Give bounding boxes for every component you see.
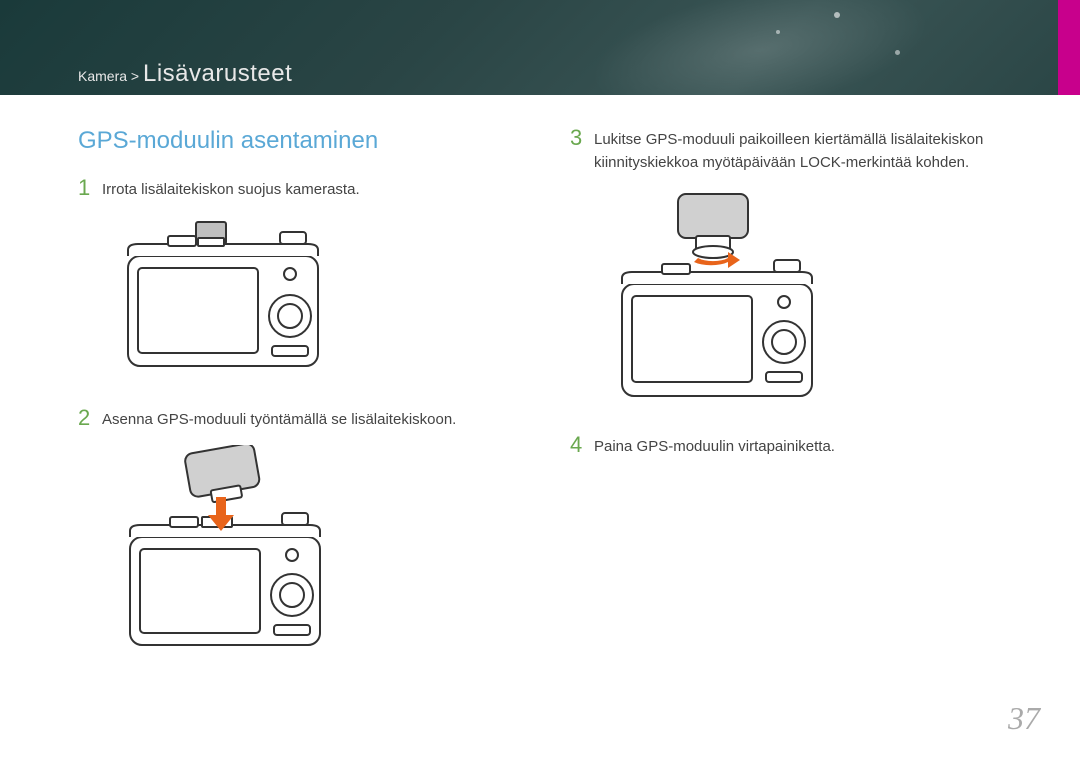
breadcrumb: Kamera > Lisävarusteet	[78, 60, 292, 88]
step-text: Asenna GPS-moduuli työntämällä se lisäla…	[102, 407, 456, 432]
step-1: 1 Irrota lisälaitekiskon suojus kamerast…	[78, 177, 510, 202]
step-text: Irrota lisälaitekiskon suojus kamerasta.	[102, 177, 360, 202]
breadcrumb-current: Lisävarusteet	[143, 60, 292, 87]
camera-illustration-1	[108, 216, 338, 381]
step-number: 4	[570, 434, 584, 456]
camera-illustration-2	[108, 445, 348, 655]
accent-strip	[1058, 0, 1080, 95]
illustration-step-1	[108, 216, 510, 381]
header-bar: Kamera > Lisävarusteet	[0, 0, 1080, 95]
step-4: 4 Paina GPS-moduulin virtapainiketta.	[570, 434, 1002, 459]
step-2: 2 Asenna GPS-moduuli työntämällä se lisä…	[78, 407, 510, 432]
step-3: 3 Lukitse GPS-moduuli paikoilleen kiertä…	[570, 127, 1002, 174]
header-decor-dot	[834, 12, 840, 18]
column-left: GPS-moduulin asentaminen 1 Irrota lisäla…	[78, 127, 510, 681]
illustration-step-3	[600, 188, 1002, 408]
header-decor-swirl	[551, 0, 969, 95]
step-number: 1	[78, 177, 92, 199]
breadcrumb-prefix: Kamera >	[78, 68, 143, 84]
page-number: 37	[1008, 700, 1040, 737]
step-number: 2	[78, 407, 92, 429]
section-title: GPS-moduulin asentaminen	[78, 127, 510, 155]
step-number: 3	[570, 127, 584, 149]
header-decor-dot	[776, 30, 780, 34]
page-content: GPS-moduulin asentaminen 1 Irrota lisäla…	[0, 95, 1080, 681]
column-right: 3 Lukitse GPS-moduuli paikoilleen kiertä…	[570, 127, 1002, 681]
illustration-step-2	[108, 445, 510, 655]
camera-illustration-3	[600, 188, 840, 408]
step-text: Paina GPS-moduulin virtapainiketta.	[594, 434, 835, 459]
step-text: Lukitse GPS-moduuli paikoilleen kiertämä…	[594, 127, 1002, 174]
header-decor-dot	[895, 50, 900, 55]
